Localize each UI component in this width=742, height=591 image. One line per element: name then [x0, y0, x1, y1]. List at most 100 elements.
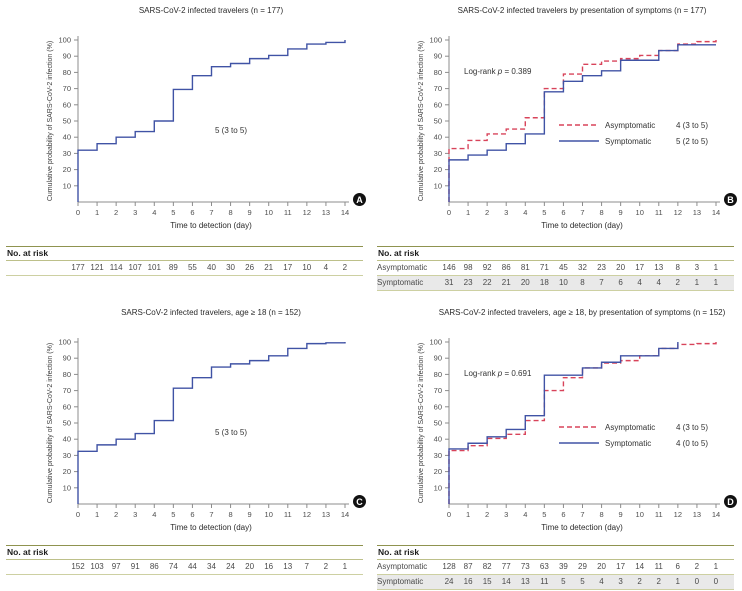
- risk-value: 17: [283, 263, 293, 272]
- svg-text:60: 60: [63, 100, 71, 109]
- risk-value: 86: [501, 263, 511, 272]
- legend-label-symptomatic: Symptomatic: [605, 439, 651, 448]
- risk-table-c: No. at risk 152 103 97 91 86 74 44 34 24 20 16 13 7 2…: [0, 542, 371, 591]
- risk-row-label: Asymptomatic: [377, 562, 428, 571]
- risk-value: 107: [128, 263, 142, 272]
- legend-value-symptomatic: 5 (2 to 5): [676, 137, 708, 146]
- svg-text:10: 10: [63, 483, 71, 492]
- panel-a-ylabel: Cumulative probability of SARS-CoV-2 inf…: [47, 41, 54, 201]
- panel-b-logrank: Log-rank p = 0.389: [464, 67, 532, 76]
- svg-text:90: 90: [434, 52, 442, 61]
- risk-value: 55: [187, 263, 197, 272]
- svg-text:4: 4: [152, 208, 156, 217]
- svg-text:14: 14: [712, 510, 720, 519]
- risk-value: 11: [540, 577, 549, 586]
- svg-text:3: 3: [504, 510, 508, 519]
- svg-text:100: 100: [429, 36, 442, 45]
- svg-text:80: 80: [434, 370, 442, 379]
- svg-text:4: 4: [523, 208, 527, 217]
- panel-c-xlabel: Time to detection (day): [170, 523, 252, 532]
- svg-text:30: 30: [434, 451, 442, 460]
- svg-text:2: 2: [114, 208, 118, 217]
- legend-label-asymptomatic: Asymptomatic: [605, 121, 655, 130]
- panel-d: 10 20 30 40 50 60 70 80 90 100 0 1 2 3 4 5 6 7 8 9 10 11 12 13 1…: [371, 302, 742, 542]
- svg-text:12: 12: [303, 510, 311, 519]
- panel-d-title: SARS-CoV-2 infected travelers, age ≥ 18,…: [439, 308, 726, 317]
- svg-text:4: 4: [523, 510, 527, 519]
- risk-value: 3: [618, 577, 623, 586]
- risk-value: 2: [342, 263, 348, 272]
- risk-value: 16: [264, 562, 274, 571]
- risk-value: 77: [501, 562, 511, 571]
- risk-row: 177 121 114 107 101 89 55 40 30 26 21 17 10 4 2: [6, 261, 363, 276]
- svg-text:3: 3: [133, 208, 137, 217]
- svg-text:6: 6: [561, 510, 565, 519]
- risk-value: 13: [283, 562, 293, 571]
- panel-d-xlabel: Time to detection (day): [541, 523, 623, 532]
- svg-text:12: 12: [674, 510, 682, 519]
- legend-value-asymptomatic: 4 (3 to 5): [676, 121, 708, 130]
- risk-value: 128: [442, 562, 456, 571]
- risk-value: 32: [578, 263, 587, 272]
- svg-text:11: 11: [284, 208, 292, 217]
- svg-text:30: 30: [434, 149, 442, 158]
- svg-text:80: 80: [434, 68, 442, 77]
- risk-value: 18: [539, 278, 549, 287]
- risk-value: 14: [501, 577, 511, 586]
- risk-row-label: Symptomatic: [377, 577, 424, 586]
- svg-text:14: 14: [341, 510, 349, 519]
- risk-value: 101: [147, 263, 161, 272]
- panel-b-badge: B: [724, 193, 737, 206]
- svg-text:11: 11: [284, 510, 292, 519]
- svg-text:1: 1: [466, 510, 470, 519]
- svg-text:20: 20: [63, 165, 71, 174]
- panel-b: 10 20 30 40 50 60 70 80 90 100 0 1 2 3 4 5 6 7 8 9 10 11 12 13 1…: [371, 0, 742, 238]
- svg-text:7: 7: [580, 510, 584, 519]
- risk-row: Asymptomatic 128 87 82 77 73 63 39 29 20 17 14 11 6 2 1: [377, 560, 734, 575]
- svg-text:5: 5: [171, 208, 175, 217]
- risk-value: 14: [635, 562, 645, 571]
- svg-text:0: 0: [76, 510, 80, 519]
- risk-value: 26: [245, 263, 255, 272]
- svg-text:7: 7: [209, 208, 213, 217]
- panel-a-xlabel: Time to detection (day): [170, 221, 252, 230]
- risk-value: 146: [442, 263, 456, 272]
- svg-text:100: 100: [58, 338, 71, 347]
- risk-value: 89: [168, 263, 178, 272]
- risk-value: 63: [539, 562, 549, 571]
- svg-text:10: 10: [265, 510, 273, 519]
- risk-value: 152: [71, 562, 85, 571]
- risk-value: 0: [713, 577, 719, 586]
- risk-row-label: Asymptomatic: [377, 263, 428, 272]
- svg-text:90: 90: [63, 52, 71, 61]
- risk-value: 81: [520, 263, 530, 272]
- svg-text:40: 40: [63, 435, 71, 444]
- risk-value: 4: [637, 278, 642, 287]
- risk-value: 2: [637, 577, 642, 586]
- risk-value: 121: [90, 263, 104, 272]
- risk-value: 17: [616, 562, 626, 571]
- svg-text:2: 2: [485, 208, 489, 217]
- svg-text:14: 14: [341, 208, 349, 217]
- risk-value: 6: [675, 562, 680, 571]
- risk-value: 2: [323, 562, 329, 571]
- risk-value: 1: [694, 278, 700, 287]
- svg-text:60: 60: [63, 402, 71, 411]
- risk-value: 23: [597, 263, 606, 272]
- risk-value: 10: [302, 263, 312, 272]
- risk-value: 44: [187, 562, 197, 571]
- svg-text:1: 1: [466, 208, 470, 217]
- risk-value: 20: [245, 562, 255, 571]
- risk-row-label: [6, 261, 69, 275]
- risk-value: 7: [304, 562, 309, 571]
- panel-b-title: SARS-CoV-2 infected travelers by present…: [458, 6, 707, 15]
- panel-c-title: SARS-CoV-2 infected travelers, age ≥ 18 …: [121, 308, 301, 317]
- panel-a-title: SARS-CoV-2 infected travelers (n = 177): [139, 6, 284, 15]
- svg-text:70: 70: [63, 386, 71, 395]
- svg-text:3: 3: [504, 208, 508, 217]
- panel-b-ylabel: Cumulative probability of SARS-CoV-2 inf…: [418, 41, 425, 201]
- risk-table-a: No. at risk 177 121 114 107 101 89 55 40 30 26 21 1…: [0, 238, 371, 302]
- risk-value: 1: [713, 562, 719, 571]
